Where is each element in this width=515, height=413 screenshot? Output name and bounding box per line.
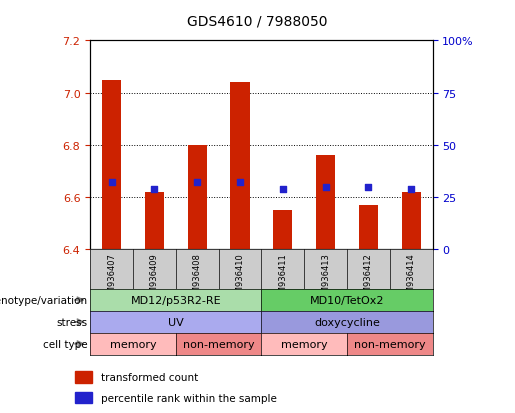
Point [108,179,116,185]
Point [279,187,287,193]
Point [364,184,372,191]
Bar [359,206,378,250]
Text: GSM936411: GSM936411 [278,253,287,304]
Text: GSM936407: GSM936407 [107,253,116,304]
Text: GSM936408: GSM936408 [193,253,202,304]
Bar [316,156,335,250]
Text: stress: stress [57,317,88,327]
Bar [75,371,92,383]
Text: MD12/p53R2-RE: MD12/p53R2-RE [130,295,221,305]
Text: GSM936412: GSM936412 [364,253,373,304]
Bar [75,392,92,404]
Bar [187,146,207,250]
Text: GSM936413: GSM936413 [321,253,330,304]
Text: GDS4610 / 7988050: GDS4610 / 7988050 [187,14,328,28]
Bar [230,83,250,250]
Point [236,179,244,185]
Text: cell type: cell type [43,339,88,349]
Bar [102,81,121,250]
Bar [145,192,164,250]
Text: GSM936414: GSM936414 [407,253,416,304]
Text: transformed count: transformed count [101,372,198,382]
Text: percentile rank within the sample: percentile rank within the sample [101,393,277,403]
Point [407,187,415,193]
Text: memory: memory [110,339,156,349]
Bar [402,192,421,250]
Bar [273,211,293,250]
Point [193,179,201,185]
Text: GSM936409: GSM936409 [150,253,159,304]
Point [150,187,159,193]
Point [321,184,330,191]
Text: UV: UV [168,317,184,327]
Text: genotype/variation: genotype/variation [0,295,88,305]
Text: non-memory: non-memory [183,339,254,349]
Text: MD10/TetOx2: MD10/TetOx2 [310,295,384,305]
Text: doxycycline: doxycycline [314,317,380,327]
Text: GSM936410: GSM936410 [235,253,245,304]
Text: memory: memory [281,339,328,349]
Text: non-memory: non-memory [354,339,425,349]
